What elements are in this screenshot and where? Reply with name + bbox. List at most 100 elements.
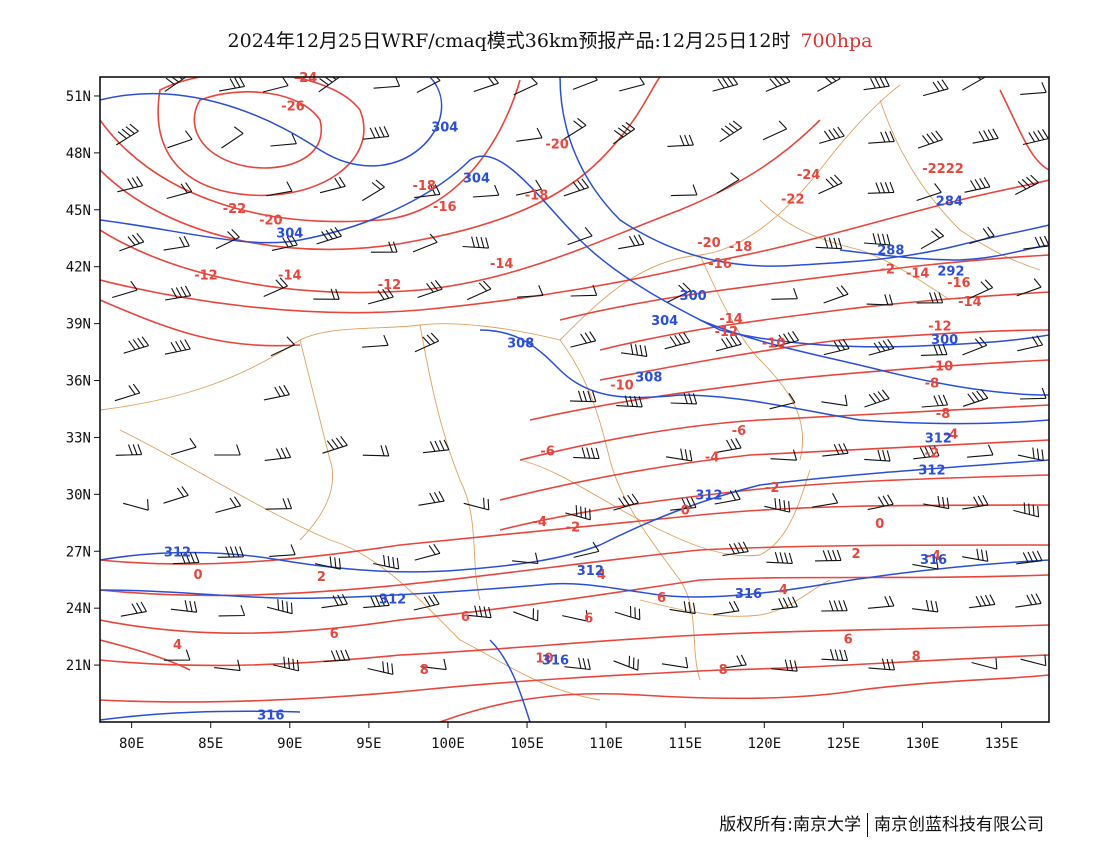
temperature-contour-label: 0 — [875, 517, 884, 532]
geopotential-contour-label: 316 — [735, 587, 762, 602]
temperature-contour-label: -6 — [732, 424, 746, 439]
temperature-contour-label: -10 — [930, 359, 954, 374]
temperature-contour-label: 6 — [461, 610, 470, 625]
wind-barb — [167, 130, 193, 149]
wind-barb — [670, 497, 697, 511]
geopotential-contour-label: 312 — [577, 564, 604, 579]
wind-barb — [667, 282, 691, 303]
wind-barb — [814, 549, 842, 562]
wind-barb — [572, 77, 598, 90]
wind-barb — [123, 336, 150, 354]
wind-barb — [821, 600, 848, 612]
wind-barb — [616, 395, 643, 408]
wind-barb — [512, 552, 539, 565]
geopotential-contour-label: 308 — [507, 337, 534, 352]
temperature-contour-label: 8 — [420, 663, 429, 678]
wind-barb — [969, 226, 995, 245]
wind-barb — [972, 128, 999, 144]
wind-barb — [868, 338, 895, 356]
wind-barb — [612, 122, 636, 145]
wind-barb — [563, 117, 587, 140]
temperature-contour-label: -12 — [378, 278, 402, 293]
lon-tick-label: 90E — [277, 736, 302, 752]
geopotential-contour-label: 284 — [936, 194, 963, 209]
temperature-contour-label: -24 — [294, 71, 318, 86]
temperature-contour-label: -2 — [880, 263, 894, 278]
temperature-contour-label: -2 — [925, 447, 939, 462]
lon-tick-label: 120E — [747, 736, 781, 752]
wind-barb — [217, 546, 245, 558]
wind-barb — [716, 172, 740, 194]
wind-barb — [564, 657, 591, 671]
wind-barb — [967, 444, 994, 458]
wind-barb — [314, 556, 342, 570]
wind-barb — [221, 126, 244, 149]
wind-barb — [962, 336, 988, 356]
wind-barb — [715, 334, 742, 352]
border-line — [759, 199, 951, 301]
geopotential-contour-label: 300 — [931, 333, 958, 348]
geopotential-labels: 3043043042842882923003043003083083123123… — [164, 120, 965, 723]
wind-barb — [670, 184, 698, 197]
wind-barb — [120, 601, 147, 617]
temperature-contour-label: -16 — [708, 257, 732, 272]
lat-tick-label: 24N — [66, 601, 91, 617]
border-line — [699, 254, 804, 461]
temperature-contour-label: -18 — [412, 179, 436, 194]
wind-barb — [269, 544, 296, 557]
geopotential-contour-label: 300 — [680, 289, 707, 304]
temperature-contour-label: -12 — [928, 320, 952, 335]
temperature-contour-label: 6 — [584, 612, 593, 627]
lon-tick-label: 130E — [906, 736, 940, 752]
wind-barb — [472, 184, 500, 198]
wind-barb — [821, 394, 848, 407]
temperature-contour-label: -14 — [278, 268, 302, 283]
wind-barb — [165, 285, 192, 301]
temperature-contour — [439, 674, 1049, 722]
wind-barb — [465, 605, 492, 619]
wind-barb — [215, 229, 240, 250]
geopotential-contour-label: 316 — [920, 553, 947, 568]
border-line — [119, 429, 601, 701]
wind-barb — [969, 594, 996, 609]
wind-barb — [916, 292, 944, 304]
wind-barb — [912, 599, 939, 613]
copyright-left: 版权所有:南京大学 — [719, 815, 861, 835]
wind-barb — [769, 393, 796, 410]
temperature-contour-label: 6 — [330, 627, 339, 642]
temperature-contour-label: 6 — [844, 633, 853, 648]
wind-barb — [613, 655, 639, 671]
temperature-contour-label: -8 — [925, 376, 939, 391]
wind-barb — [373, 77, 401, 89]
temperature-contour-label: 10 — [535, 652, 553, 667]
plot-frame — [99, 76, 1050, 723]
wind-barb — [414, 543, 441, 561]
lat-tick-label: 42N — [66, 260, 91, 276]
wind-barb — [271, 235, 298, 251]
wind-barb — [215, 496, 242, 514]
geopotential-contour — [100, 710, 301, 721]
geopotential-contour — [489, 639, 531, 722]
wind-barb — [417, 280, 443, 299]
temperature-contour-label: -16 — [947, 276, 971, 291]
geopotential-contour — [100, 459, 1049, 573]
wind-barb — [117, 176, 144, 193]
wind-barb — [263, 277, 288, 298]
temperature-contour-label: 2 — [852, 547, 861, 562]
wind-barb — [962, 77, 986, 91]
wind-barb — [770, 449, 798, 461]
wind-barb — [422, 439, 450, 454]
wind-barb — [370, 241, 398, 253]
border-line — [559, 339, 701, 681]
temperature-contour — [499, 474, 1049, 531]
wind-barb — [463, 497, 490, 511]
temperature-contour-label: 0 — [681, 504, 690, 519]
temperature-contour — [100, 299, 301, 347]
wind-barb — [764, 498, 791, 513]
wind-barb — [962, 494, 989, 510]
temperature-contour-label: -14 — [719, 312, 743, 327]
wind-barb — [270, 133, 297, 147]
wind-barb — [164, 339, 191, 355]
wind-barb — [567, 226, 593, 246]
